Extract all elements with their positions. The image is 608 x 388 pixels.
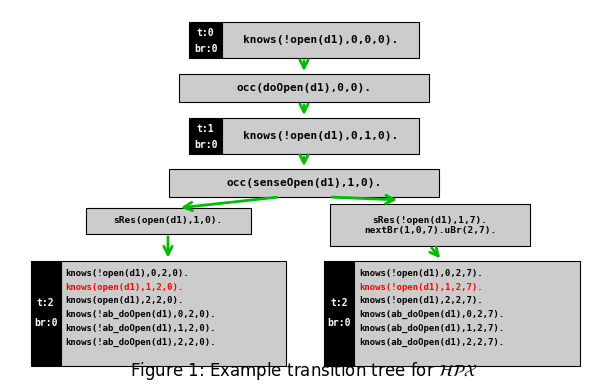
Text: knows(!open(d1),2,2,7).: knows(!open(d1),2,2,7). (359, 296, 483, 305)
FancyBboxPatch shape (325, 260, 354, 365)
FancyBboxPatch shape (222, 118, 419, 154)
Text: br:0: br:0 (34, 318, 57, 328)
Text: br:0: br:0 (328, 318, 351, 328)
Text: knows(ab_doOpen(d1),0,2,7).: knows(ab_doOpen(d1),0,2,7). (359, 310, 505, 319)
Text: nextBr(1,0,7).uBr(2,7).: nextBr(1,0,7).uBr(2,7). (364, 227, 496, 236)
Text: occ(doOpen(d1),0,0).: occ(doOpen(d1),0,0). (237, 83, 371, 93)
Text: knows(open(d1),2,2,0).: knows(open(d1),2,2,0). (66, 296, 184, 305)
Text: t:0: t:0 (196, 28, 214, 38)
Text: knows(!open(d1),0,0,0).: knows(!open(d1),0,0,0). (243, 35, 398, 45)
Text: knows(!ab_doOpen(d1),1,2,0).: knows(!ab_doOpen(d1),1,2,0). (66, 324, 216, 333)
Text: knows(ab_doOpen(d1),2,2,7).: knows(ab_doOpen(d1),2,2,7). (359, 338, 505, 347)
Text: knows(!ab_doOpen(d1),2,2,0).: knows(!ab_doOpen(d1),2,2,0). (66, 338, 216, 347)
Text: knows(!open(d1),0,2,7).: knows(!open(d1),0,2,7). (359, 269, 483, 278)
FancyBboxPatch shape (330, 204, 530, 246)
Text: br:0: br:0 (194, 44, 217, 54)
FancyBboxPatch shape (189, 118, 222, 154)
Text: occ(senseOpen(d1),1,0).: occ(senseOpen(d1),1,0). (226, 178, 382, 188)
Text: sRes(open(d1),1,0).: sRes(open(d1),1,0). (113, 217, 223, 225)
Text: Figure 1: Example transition tree for $\mathcal{HPX}$: Figure 1: Example transition tree for $\… (130, 360, 478, 382)
FancyBboxPatch shape (61, 260, 286, 365)
FancyBboxPatch shape (222, 22, 419, 58)
FancyBboxPatch shape (354, 260, 579, 365)
Text: t:2: t:2 (36, 298, 54, 308)
Text: knows(!open(d1),1,2,7).: knows(!open(d1),1,2,7). (359, 283, 483, 292)
FancyBboxPatch shape (169, 169, 439, 197)
Text: knows(!open(d1),0,1,0).: knows(!open(d1),0,1,0). (243, 131, 398, 141)
Text: knows(open(d1),1,2,0).: knows(open(d1),1,2,0). (66, 283, 184, 292)
Text: sRes(!open(d1),1,7).: sRes(!open(d1),1,7). (373, 217, 488, 225)
FancyBboxPatch shape (30, 260, 61, 365)
Text: t:2: t:2 (331, 298, 348, 308)
Text: knows(ab_doOpen(d1),1,2,7).: knows(ab_doOpen(d1),1,2,7). (359, 324, 505, 333)
Text: t:1: t:1 (196, 124, 214, 134)
Text: br:0: br:0 (194, 140, 217, 150)
Text: knows(!open(d1),0,2,0).: knows(!open(d1),0,2,0). (66, 269, 189, 278)
Text: knows(!ab_doOpen(d1),0,2,0).: knows(!ab_doOpen(d1),0,2,0). (66, 310, 216, 319)
FancyBboxPatch shape (189, 22, 222, 58)
FancyBboxPatch shape (86, 208, 250, 234)
FancyBboxPatch shape (179, 74, 429, 102)
